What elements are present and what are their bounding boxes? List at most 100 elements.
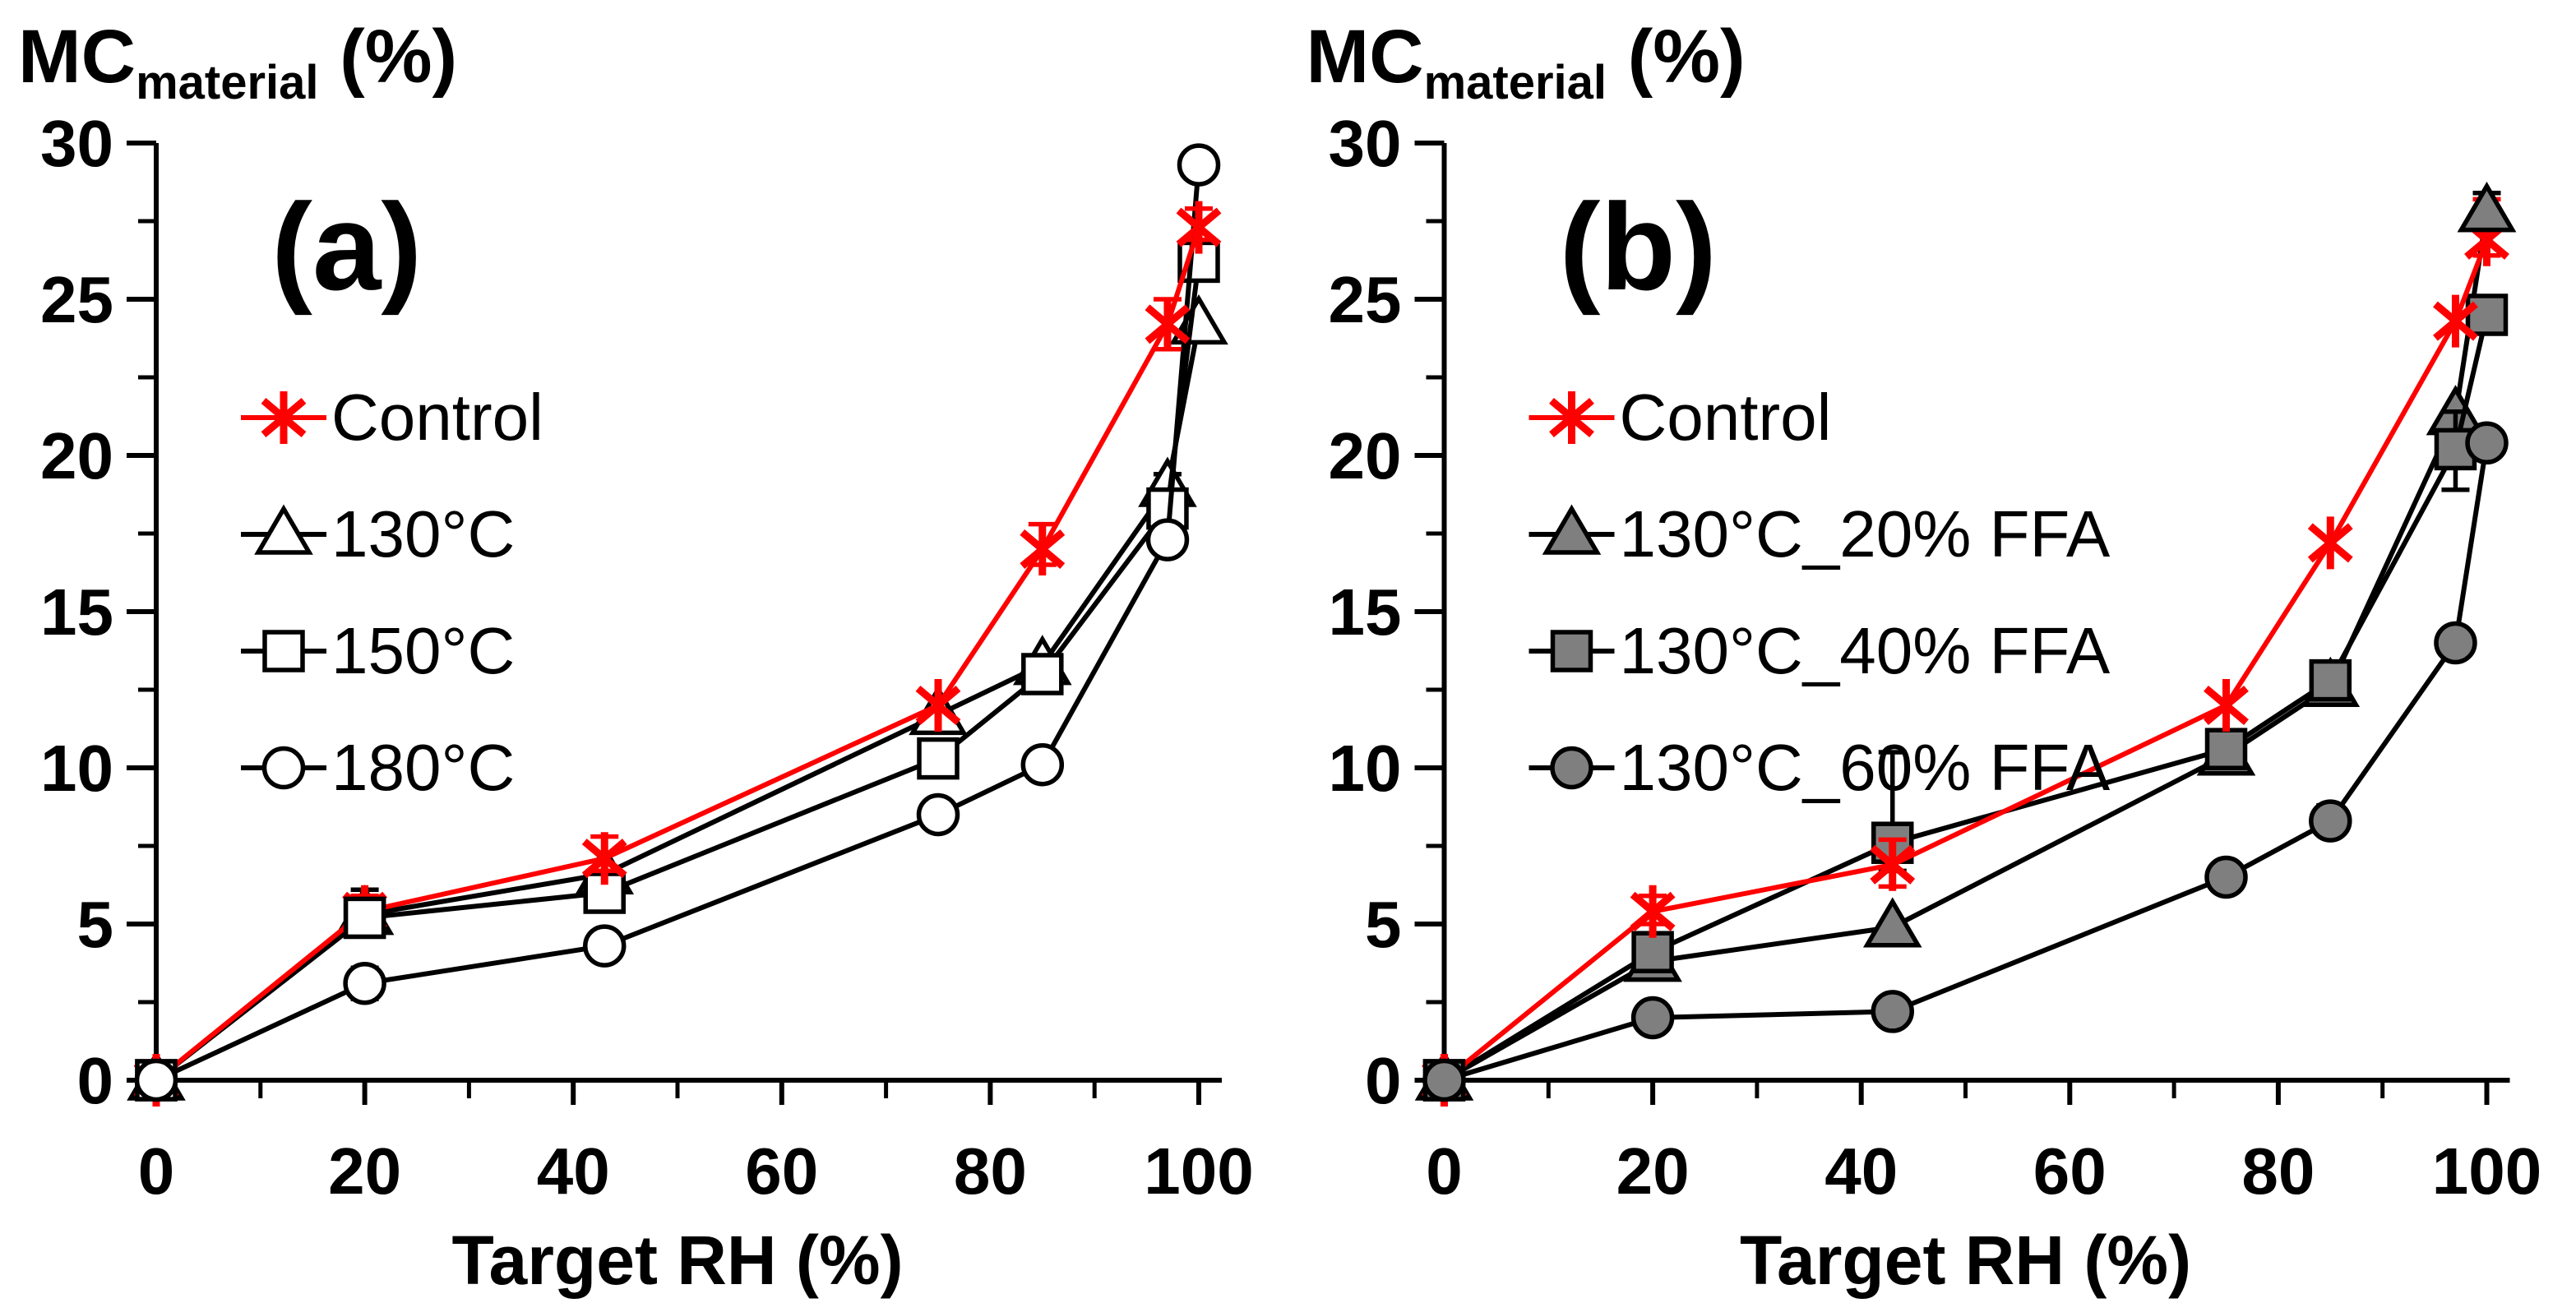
data-point-marker xyxy=(1177,143,1221,187)
panel-b: 0 5 10 15 20 25 30 0 20 40 60 80 100 MCmaterial (%) Ta… xyxy=(1288,0,2575,1303)
y-tick-label: 5 xyxy=(1365,888,1402,961)
x-tick-label: 20 xyxy=(328,1134,401,1208)
data-point-marker xyxy=(2204,855,2248,899)
x-tick-label: 100 xyxy=(1144,1134,1253,1208)
data-point-marker xyxy=(2434,621,2477,665)
data-point-marker xyxy=(916,792,960,837)
legend-item-180-c: 180°C xyxy=(241,731,515,804)
legend-item-130-c: 130°C xyxy=(241,497,515,571)
triangle-legend-icon xyxy=(254,504,313,555)
y-tick-label: 15 xyxy=(40,575,113,649)
data-point-marker xyxy=(1020,742,1065,787)
data-point-marker xyxy=(1422,1058,1466,1102)
series-group xyxy=(1414,182,2517,1107)
y-tick-label: 30 xyxy=(1329,107,1402,180)
circle-legend-icon xyxy=(261,746,306,790)
data-point-marker xyxy=(2457,182,2517,233)
data-point-marker xyxy=(343,896,386,940)
x-tick-label: 0 xyxy=(1426,1134,1463,1208)
x-axis-label: Target RH (%) xyxy=(451,1222,903,1299)
data-point-marker xyxy=(1862,897,1922,948)
y-axis-title: MCmaterial (%) xyxy=(18,15,457,109)
data-point-marker xyxy=(2204,679,2249,732)
square-legend-icon xyxy=(1550,630,1593,672)
x-axis-label: Target RH (%) xyxy=(1740,1222,2191,1299)
data-point-marker xyxy=(917,737,960,780)
data-point-marker xyxy=(1631,931,1674,973)
legend-label: 130°C_60% FFA xyxy=(1620,731,2111,804)
legend-item-130-c-40-ffa: 130°C_40% FFA xyxy=(1528,614,2111,687)
y-tick-label: 25 xyxy=(1329,263,1402,336)
data-point-marker xyxy=(2309,799,2352,843)
x-tick-label: 80 xyxy=(2241,1134,2315,1208)
series-group xyxy=(127,143,1228,1107)
panel-a-chart: 0 5 10 15 20 25 30 0 20 40 60 80 100 MCmaterial (%) Ta… xyxy=(18,15,1254,1299)
data-point-marker xyxy=(1176,201,1222,254)
data-point-marker xyxy=(1870,838,1916,891)
legend: Control 130°C 150°C 180°C xyxy=(241,381,543,804)
legend-label: 180°C xyxy=(331,731,515,804)
data-point-marker xyxy=(582,924,627,968)
data-point-marker xyxy=(915,679,961,732)
panel-b-chart: 0 5 10 15 20 25 30 0 20 40 60 80 100 MCmaterial (%) Ta… xyxy=(1306,15,2542,1299)
y-axis-title: MCmaterial (%) xyxy=(1306,15,1746,109)
legend-label: Control xyxy=(331,381,543,454)
panel-letter: (b) xyxy=(1560,178,1718,316)
legend-item-control: Control xyxy=(241,381,543,454)
data-point-marker xyxy=(1145,518,1190,561)
legend-label: 130°C xyxy=(331,497,515,571)
data-point-marker xyxy=(2204,728,2248,770)
data-point-marker xyxy=(2307,516,2353,570)
y-tick-label: 5 xyxy=(77,888,114,961)
legend-item-control: Control xyxy=(1528,381,1832,454)
legend: Control 130°C_20% FFA 130°C_40% FFA 130°C_6… xyxy=(1528,381,2111,804)
data-point-marker xyxy=(1021,653,1064,695)
panel-letter: (a) xyxy=(271,178,422,316)
axes: 0 5 10 15 20 25 30 0 20 40 60 80 100 xyxy=(1329,107,2542,1208)
star-legend-icon xyxy=(261,391,307,444)
legend-label: 130°C_20% FFA xyxy=(1620,497,2111,571)
data-point-marker xyxy=(2433,294,2478,348)
y-tick-label: 20 xyxy=(40,419,113,492)
y-tick-label: 15 xyxy=(1329,575,1402,649)
series-180-c xyxy=(134,143,1221,1102)
x-tick-label: 0 xyxy=(138,1134,175,1208)
x-tick-label: 80 xyxy=(954,1134,1027,1208)
legend-item-150-c: 150°C xyxy=(241,614,515,687)
data-point-marker xyxy=(134,1058,178,1102)
circle-legend-icon xyxy=(1550,746,1593,790)
data-point-marker xyxy=(1630,885,1676,938)
legend-item-130-c-20-ffa: 130°C_20% FFA xyxy=(1528,497,2111,571)
x-tick-label: 40 xyxy=(1824,1134,1898,1208)
legend-label: Control xyxy=(1620,381,1832,454)
data-point-marker xyxy=(343,961,386,1005)
x-tick-label: 100 xyxy=(2432,1134,2541,1208)
data-point-marker xyxy=(1145,298,1191,351)
legend-label: 150°C xyxy=(331,614,515,687)
y-tick-label: 20 xyxy=(1329,419,1402,492)
data-point-marker xyxy=(2465,293,2509,336)
y-tick-label: 10 xyxy=(1329,732,1402,805)
x-tick-label: 60 xyxy=(2033,1134,2107,1208)
axes: 0 5 10 15 20 25 30 0 20 40 60 80 100 xyxy=(40,107,1254,1208)
x-tick-label: 40 xyxy=(537,1134,610,1208)
data-point-marker xyxy=(1871,990,1914,1033)
y-tick-label: 10 xyxy=(40,732,113,805)
data-point-marker xyxy=(2465,421,2509,465)
y-tick-label: 25 xyxy=(40,263,113,336)
data-point-marker xyxy=(581,832,627,885)
data-point-marker xyxy=(1630,996,1675,1040)
x-tick-label: 20 xyxy=(1616,1134,1690,1208)
y-tick-label: 30 xyxy=(40,107,113,180)
series-130-c-40-ffa xyxy=(1422,293,2509,1102)
square-legend-icon xyxy=(262,630,305,672)
legend-item-130-c-60-ffa: 130°C_60% FFA xyxy=(1528,731,2111,804)
data-point-marker xyxy=(2309,658,2352,702)
data-point-marker xyxy=(1020,523,1066,575)
triangle-legend-icon xyxy=(1542,504,1602,555)
legend-label: 130°C_40% FFA xyxy=(1620,614,2111,687)
y-tick-label: 0 xyxy=(1365,1044,1402,1117)
star-legend-icon xyxy=(1549,391,1594,444)
y-tick-label: 0 xyxy=(77,1044,114,1117)
